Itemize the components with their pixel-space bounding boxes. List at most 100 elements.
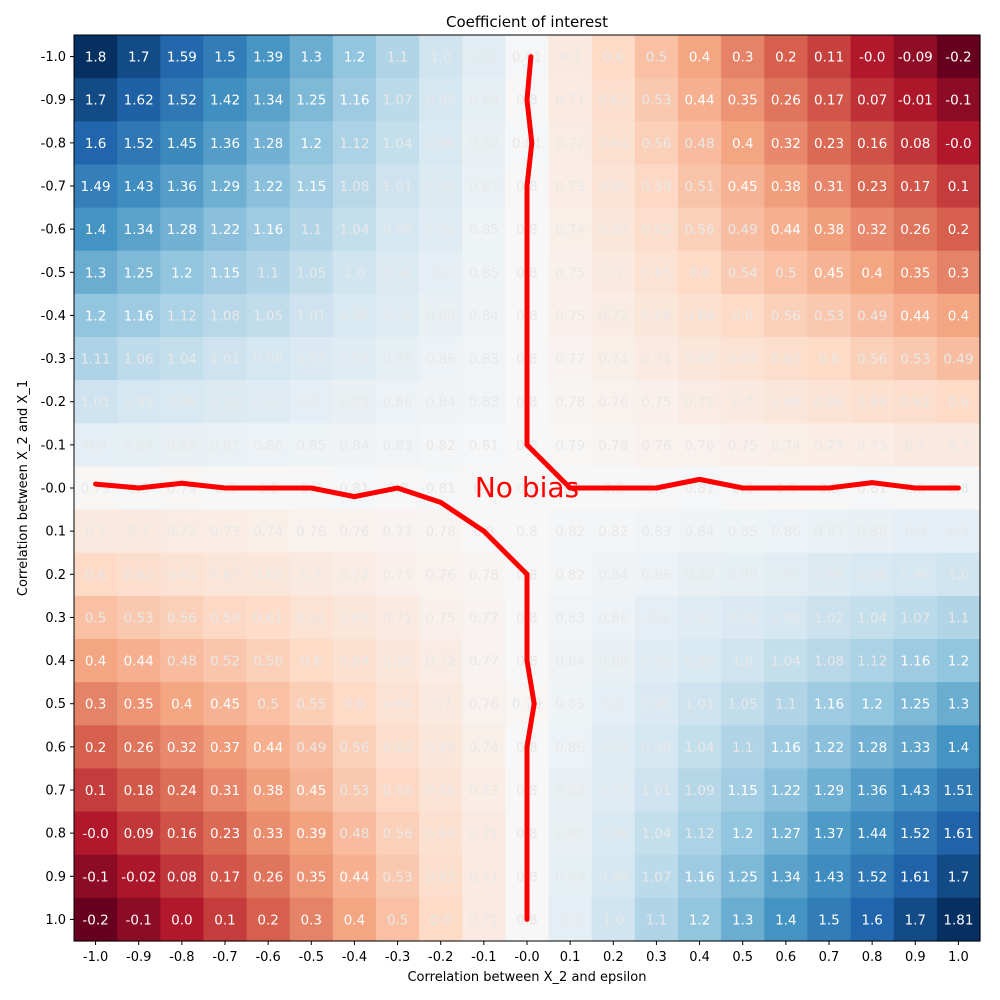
cell-value-label: 1.16 (685, 869, 715, 885)
heatmap-cell (376, 811, 420, 856)
heatmap-cell (764, 768, 809, 813)
heatmap-cell (419, 250, 463, 295)
cell-value-label: 0.2 (257, 912, 278, 928)
cell-value-label: 0.71 (469, 912, 499, 928)
heatmap-cell (462, 595, 507, 640)
y-tick-label: -0.7 (41, 180, 66, 195)
cell-value-label: 0.4 (948, 308, 969, 324)
heatmap-cell (936, 423, 981, 468)
cell-value-label: -0.02 (121, 869, 156, 885)
y-tick-label: -0.8 (41, 136, 66, 151)
cell-value-label: 0.7 (128, 524, 149, 540)
heatmap-cell (462, 78, 507, 122)
cell-value-label: 0.85 (296, 438, 326, 454)
heatmap-cell (160, 595, 205, 640)
heatmap-cell (721, 768, 765, 813)
heatmap-cell (419, 337, 463, 381)
x-tick-label: -0.6 (255, 950, 280, 965)
heatmap-cell (462, 811, 507, 856)
heatmap-cell (893, 35, 938, 79)
heatmap-cell (893, 380, 938, 424)
x-tick-label: -0.1 (471, 950, 496, 965)
heatmap-cell (893, 897, 938, 942)
cell-value-label: 1.45 (167, 136, 197, 152)
cell-value-label: 0.2 (948, 222, 969, 238)
heatmap-cell (936, 207, 981, 252)
heatmap-cell (376, 423, 420, 468)
cell-value-label: 0.77 (469, 654, 499, 670)
cell-value-label: 0.86 (253, 438, 283, 454)
heatmap-cell (548, 897, 593, 942)
heatmap-cell (289, 509, 334, 554)
cell-value-label: 0.32 (771, 136, 801, 152)
heatmap-cell (764, 552, 809, 597)
heatmap-cell (160, 337, 205, 381)
cell-value-label: 0.23 (210, 826, 240, 842)
heatmap-cell (634, 337, 679, 381)
cell-value-label: 1.34 (253, 93, 283, 109)
heatmap-cell (548, 293, 593, 338)
cell-value-label: 0.75 (426, 610, 456, 626)
heatmap-cell (548, 639, 593, 683)
heatmap-cell (289, 725, 334, 770)
cell-value-label: 0.6 (689, 265, 710, 281)
heatmap-cell (678, 595, 722, 640)
cell-value-label: 0.94 (814, 567, 844, 583)
heatmap-cell (117, 897, 161, 942)
cell-value-label: 0.92 (253, 395, 283, 411)
cell-value-label: 0.92 (339, 352, 369, 368)
cell-value-label: 0.85 (469, 265, 499, 281)
heatmap-cell (634, 725, 679, 770)
cell-value-label: 0.89 (383, 352, 413, 368)
heatmap-cell (634, 78, 679, 122)
heatmap-cell (807, 423, 852, 468)
cell-value-label: 0.88 (426, 308, 456, 324)
cell-value-label: 0.98 (641, 740, 671, 756)
cell-value-label: 1.29 (814, 783, 844, 799)
heatmap-cell (74, 509, 118, 554)
cell-value-label: 1.1 (301, 222, 322, 238)
heatmap-cell (117, 595, 161, 640)
heatmap-cell (721, 207, 765, 252)
cell-value-label: 0.68 (641, 308, 671, 324)
cell-value-label: 0.35 (728, 93, 758, 109)
heatmap-cell (462, 380, 507, 424)
cell-value-label: 0.88 (339, 395, 369, 411)
cell-value-label: 0.75 (383, 567, 413, 583)
x-tick-label: -0.4 (342, 950, 367, 965)
heatmap-cell (419, 768, 463, 813)
cell-value-label: -0.09 (898, 50, 933, 66)
heatmap-cell (548, 509, 593, 554)
cell-value-label: 1.16 (814, 697, 844, 713)
heatmap-cell (850, 380, 895, 424)
heatmap-cell (289, 423, 334, 468)
cell-value-label: 1.34 (771, 869, 801, 885)
cell-value-label: 1.16 (771, 740, 801, 756)
cell-value-label: 0.78 (426, 524, 456, 540)
cell-value-label: 1.05 (296, 265, 326, 281)
no-bias-annotation: No bias (475, 471, 579, 504)
heatmap-cell (117, 380, 161, 424)
cell-value-label: 0.72 (167, 524, 197, 540)
heatmap-cell (462, 768, 507, 813)
cell-value-label: 0.76 (641, 438, 671, 454)
cell-value-label: 1.04 (339, 222, 369, 238)
heatmap-cell (807, 35, 852, 79)
cell-value-label: 0.35 (900, 265, 930, 281)
cell-value-label: 0.82 (555, 524, 585, 540)
cell-value-label: 0.86 (598, 610, 628, 626)
heatmap-cell (850, 854, 895, 899)
cell-value-label: 0.77 (555, 352, 585, 368)
heatmap-cell (807, 552, 852, 597)
cell-value-label: 0.93 (598, 783, 628, 799)
heatmap-cell (634, 639, 679, 683)
heatmap-cell (332, 725, 377, 770)
cell-value-label: 0.89 (555, 869, 585, 885)
cell-value-label: 0.72 (685, 395, 715, 411)
heatmap-cell (332, 337, 377, 381)
cell-value-label: 0.92 (641, 654, 671, 670)
heatmap-cell (376, 854, 420, 899)
cell-value-label: 1.4 (948, 740, 969, 756)
cell-value-label: 1.07 (383, 93, 413, 109)
heatmap-cell (332, 293, 377, 338)
